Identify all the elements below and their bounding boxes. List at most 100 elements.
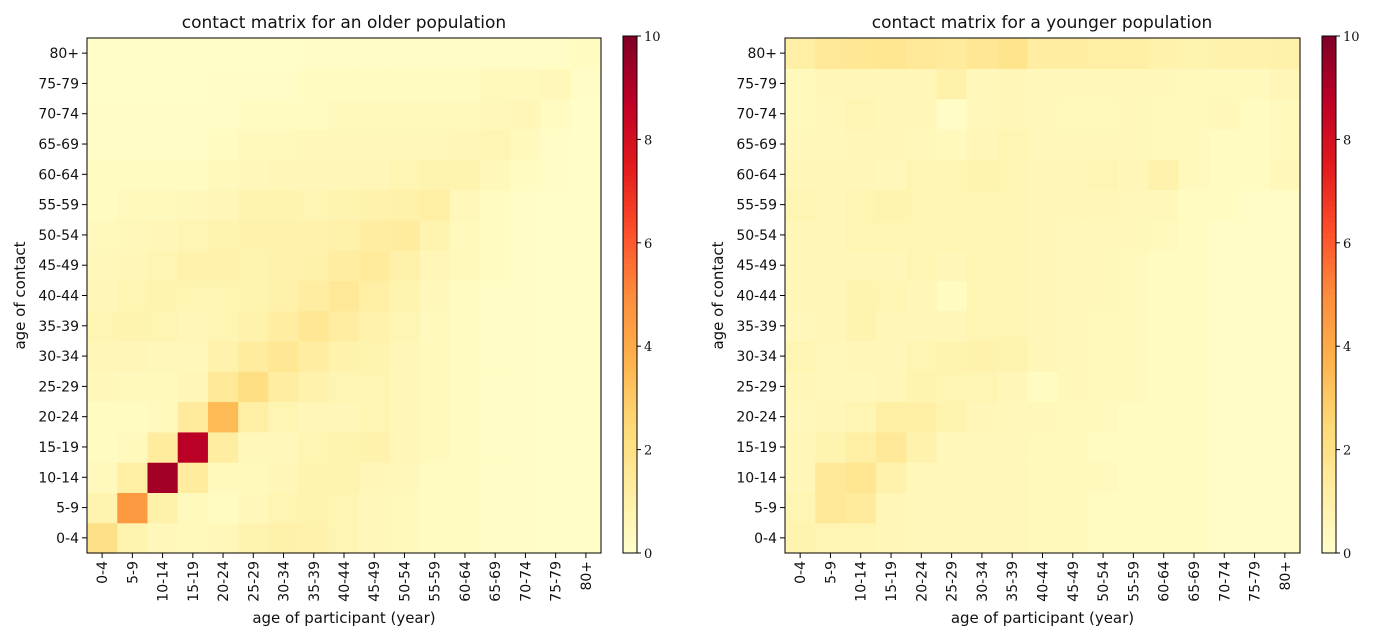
colorbar-segment (623, 144, 637, 151)
heatmap-cell (389, 159, 421, 191)
colorbar-segment (1322, 299, 1336, 306)
heatmap-cell (419, 340, 451, 372)
heatmap-cell (936, 492, 968, 524)
heatmap-cell (359, 310, 390, 342)
heatmap-cell (117, 401, 149, 433)
heatmap-cell (936, 250, 968, 281)
heatmap-cell (177, 128, 209, 160)
heatmap-cell (480, 159, 511, 191)
x-tick-label: 55-59 (1126, 561, 1142, 602)
heatmap-cell (117, 159, 149, 191)
colorbar-segment (623, 527, 637, 533)
heatmap-cell (570, 68, 602, 100)
heatmap-cell (570, 310, 602, 342)
colorbar-segment (1322, 454, 1336, 461)
heatmap-cell (147, 219, 179, 251)
heatmap-cell (389, 340, 421, 372)
heatmap-cell (1027, 189, 1059, 221)
colorbar-segment (1322, 67, 1336, 73)
heatmap-cell (328, 159, 360, 191)
heatmap-cell (298, 68, 330, 100)
x-tick-label: 45-49 (367, 561, 383, 602)
heatmap-cell (480, 310, 511, 342)
heatmap-cell (298, 128, 330, 160)
heatmap-cell (298, 462, 330, 494)
heatmap-cell (268, 189, 300, 221)
heatmap-cell (449, 159, 481, 191)
colorbar-segment (623, 165, 637, 171)
heatmap-cell (1148, 371, 1180, 403)
heatmap-cell (815, 371, 847, 403)
heatmap-cell (147, 98, 179, 130)
heatmap-cell (117, 462, 149, 494)
heatmap-cell (510, 371, 542, 403)
heatmap-cell (328, 462, 360, 494)
heatmap-cell (785, 280, 816, 312)
heatmap-cell (480, 340, 511, 372)
heatmap-cell (298, 492, 330, 524)
heatmap-cell (540, 401, 572, 433)
heatmap-cell (389, 492, 421, 524)
heatmap-cell (785, 189, 816, 221)
heatmap-cell (359, 68, 390, 100)
colorbar-segment (623, 154, 637, 161)
colorbar-segment (623, 216, 637, 223)
heatmap-cell (1027, 68, 1059, 100)
heatmap-cell (1148, 522, 1180, 554)
heatmap-cell (906, 128, 938, 160)
y-tick-label: 0-4 (56, 531, 79, 547)
colorbar-segment (1322, 61, 1336, 68)
heatmap-cell (117, 68, 149, 100)
heatmap-cell (785, 310, 816, 342)
heatmap-cell (117, 280, 149, 312)
heatmap-cell (815, 462, 847, 494)
colorbar-segment (623, 273, 637, 280)
colorbar-segment (1322, 475, 1336, 482)
heatmap-cell (268, 250, 300, 281)
heatmap-cell (117, 38, 149, 69)
heatmap-cell (87, 280, 118, 312)
heatmap-cell (1178, 371, 1210, 403)
heatmap-cell (875, 310, 907, 342)
heatmap-cell (540, 340, 572, 372)
heatmap-cell (906, 462, 938, 494)
colorbar: 0 2 4 6 8 10 (622, 30, 661, 562)
heatmap-cell (359, 159, 390, 191)
y-tick-label: 25-29 (736, 379, 777, 395)
colorbar-segment (623, 263, 637, 270)
heatmap-cell (268, 159, 300, 191)
heatmap-cell (328, 310, 360, 342)
heatmap-cell (389, 522, 421, 554)
heatmap-cell (845, 280, 877, 312)
heatmap-cell (1239, 38, 1271, 69)
heatmap-cell (268, 431, 300, 463)
colorbar-segment (1322, 439, 1336, 445)
heatmap-cell (997, 340, 1028, 372)
heatmap-cell (1027, 401, 1059, 433)
heatmap-cell (177, 280, 209, 312)
heatmap-cell (815, 128, 847, 160)
heatmap-cell (117, 219, 149, 251)
heatmap-cell (268, 462, 300, 494)
colorbar-segment (1322, 134, 1336, 140)
heatmap-cell (238, 280, 270, 312)
x-tick-label: 15-19 (884, 561, 900, 602)
x-tick-label: 15-19 (186, 561, 202, 602)
x-tick-label: 60-64 (458, 561, 474, 602)
heatmap-cell (936, 340, 968, 372)
y-tick-label: 70-74 (736, 107, 777, 123)
heatmap-cell (570, 159, 602, 191)
heatmap-cell (207, 250, 239, 281)
heatmap-cell (815, 189, 847, 221)
heatmap-cell (207, 310, 239, 342)
heatmap-cell (177, 38, 209, 69)
heatmap-cell (1239, 310, 1271, 342)
colorbar-segment (623, 289, 637, 295)
heatmap-cell (1027, 462, 1059, 494)
heatmap-cell (87, 431, 118, 463)
heatmap-cell (207, 522, 239, 554)
colorbar-tick-label: 2 (644, 444, 652, 459)
heatmap-cell (906, 371, 938, 403)
heatmap-cells (785, 38, 1301, 554)
heatmap-cell (359, 189, 390, 221)
